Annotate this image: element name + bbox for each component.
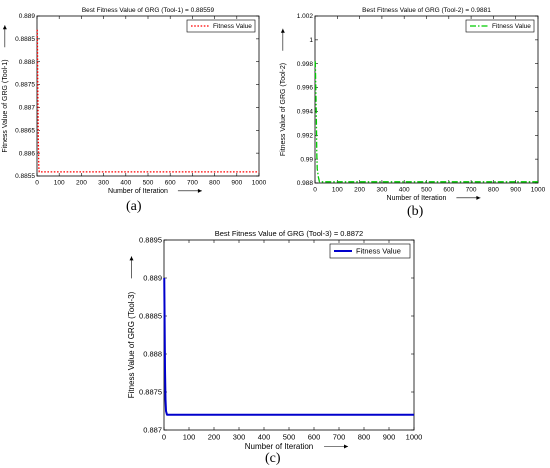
x-tick-label: 600 [308,433,321,442]
y-tick-label: 0.887 [19,105,36,112]
y-tick-label: 0.99 [300,156,313,163]
y-tick-label: 0.8875 [15,82,35,89]
x-tick-label: 100 [54,180,65,187]
plot-area [163,239,415,431]
x-tick-label: 300 [376,187,387,194]
x-tick-label: 900 [383,433,396,442]
x-axis-arrowhead [344,444,349,449]
y-tick-label: 0.887 [143,426,162,435]
x-tick-label: 100 [332,187,343,194]
y-tick-label: 0.886 [19,150,36,157]
caption-a: (a) [126,199,142,214]
x-tick-label: 700 [466,187,477,194]
x-tick-label: 300 [98,180,109,187]
x-tick-label: 400 [399,187,410,194]
x-tick-label: 900 [231,180,242,187]
x-tick-label: 600 [165,180,176,187]
y-axis-label: Fitness Value of GRG (Tool-1) [2,59,9,152]
x-tick-label: 1000 [406,433,423,442]
chart-2: Best Fitness Value of GRG (Tool-2) = 0.9… [280,7,546,202]
chart-title: Best Fitness Value of GRG (Tool-2) = 0.9… [362,7,491,14]
x-tick-label: 100 [183,433,196,442]
x-axis-label: Number of Iteration [245,442,313,451]
y-tick-label: 1.002 [297,13,314,20]
chart-title: Best Fitness Value of GRG (Tool-1) = 0.8… [82,7,215,14]
caption-b: (b) [407,204,424,219]
series-line-fitness-value [314,61,538,183]
y-axis-label: Fitness Value of GRG (Tool-3) [127,291,136,398]
x-tick-label: 800 [488,187,499,194]
x-tick-label: 1000 [531,187,546,194]
y-tick-label: 0.8865 [15,127,35,134]
legend-box [329,243,411,259]
x-tick-label: 200 [76,180,87,187]
caption-c: (c) [265,451,281,466]
plot-area [36,15,260,177]
legend-box [465,19,535,33]
legend-label: Fitness Value [213,23,252,30]
y-axis-arrowhead [129,256,134,261]
x-tick-label: 0 [35,180,39,187]
x-axis-arrowhead [476,195,481,200]
x-axis-label: Number of Iteration [108,188,168,195]
x-tick-label: 500 [421,187,432,194]
legend-label: Fitness Value [492,23,531,30]
x-tick-label: 1000 [252,180,267,187]
y-tick-label: 0.888 [143,350,162,359]
legend-box [186,19,256,33]
series-line-fitness-value [36,29,259,173]
legend-label: Fitness Value [356,247,401,256]
x-tick-label: 800 [358,433,371,442]
chart-title: Best Fitness Value of GRG (Tool-3) = 0.8… [215,229,363,238]
x-tick-label: 200 [208,433,221,442]
x-axis-label: Number of Iteration [387,195,447,202]
y-tick-label: 1 [309,37,313,44]
y-axis-arrowhead [2,25,7,30]
y-tick-label: 0.889 [19,13,36,20]
x-tick-label: 200 [354,187,365,194]
y-tick-label: 0.996 [297,85,314,92]
chart-3: Best Fitness Value of GRG (Tool-3) = 0.8… [127,229,422,451]
y-axis-label: Fitness Value of GRG (Tool-2) [280,63,287,156]
x-tick-label: 800 [209,180,220,187]
x-tick-label: 0 [313,187,317,194]
y-tick-label: 0.8885 [15,36,35,43]
x-tick-label: 700 [187,180,198,187]
x-tick-label: 600 [443,187,454,194]
x-tick-label: 500 [143,180,154,187]
y-tick-label: 0.8885 [139,312,162,321]
plot-area [314,15,539,184]
y-tick-label: 0.994 [297,109,314,116]
y-axis-arrowhead [280,28,285,33]
x-tick-label: 500 [283,433,296,442]
x-tick-label: 400 [258,433,271,442]
series-line-fitness-value [163,277,414,416]
y-tick-label: 0.988 [297,180,314,187]
x-axis-arrowhead [197,188,202,193]
y-tick-label: 0.888 [19,59,36,66]
x-tick-label: 0 [162,433,166,442]
y-tick-label: 0.992 [297,132,314,139]
x-tick-label: 300 [233,433,246,442]
y-tick-label: 0.8895 [139,236,162,245]
y-tick-label: 0.998 [297,61,314,68]
x-tick-label: 700 [333,433,346,442]
y-tick-label: 0.889 [143,274,162,283]
x-tick-label: 900 [510,187,521,194]
y-tick-label: 0.8875 [139,388,162,397]
chart-1: Best Fitness Value of GRG (Tool-1) = 0.8… [2,7,267,195]
y-tick-label: 0.8855 [15,173,35,180]
x-tick-label: 400 [120,180,131,187]
